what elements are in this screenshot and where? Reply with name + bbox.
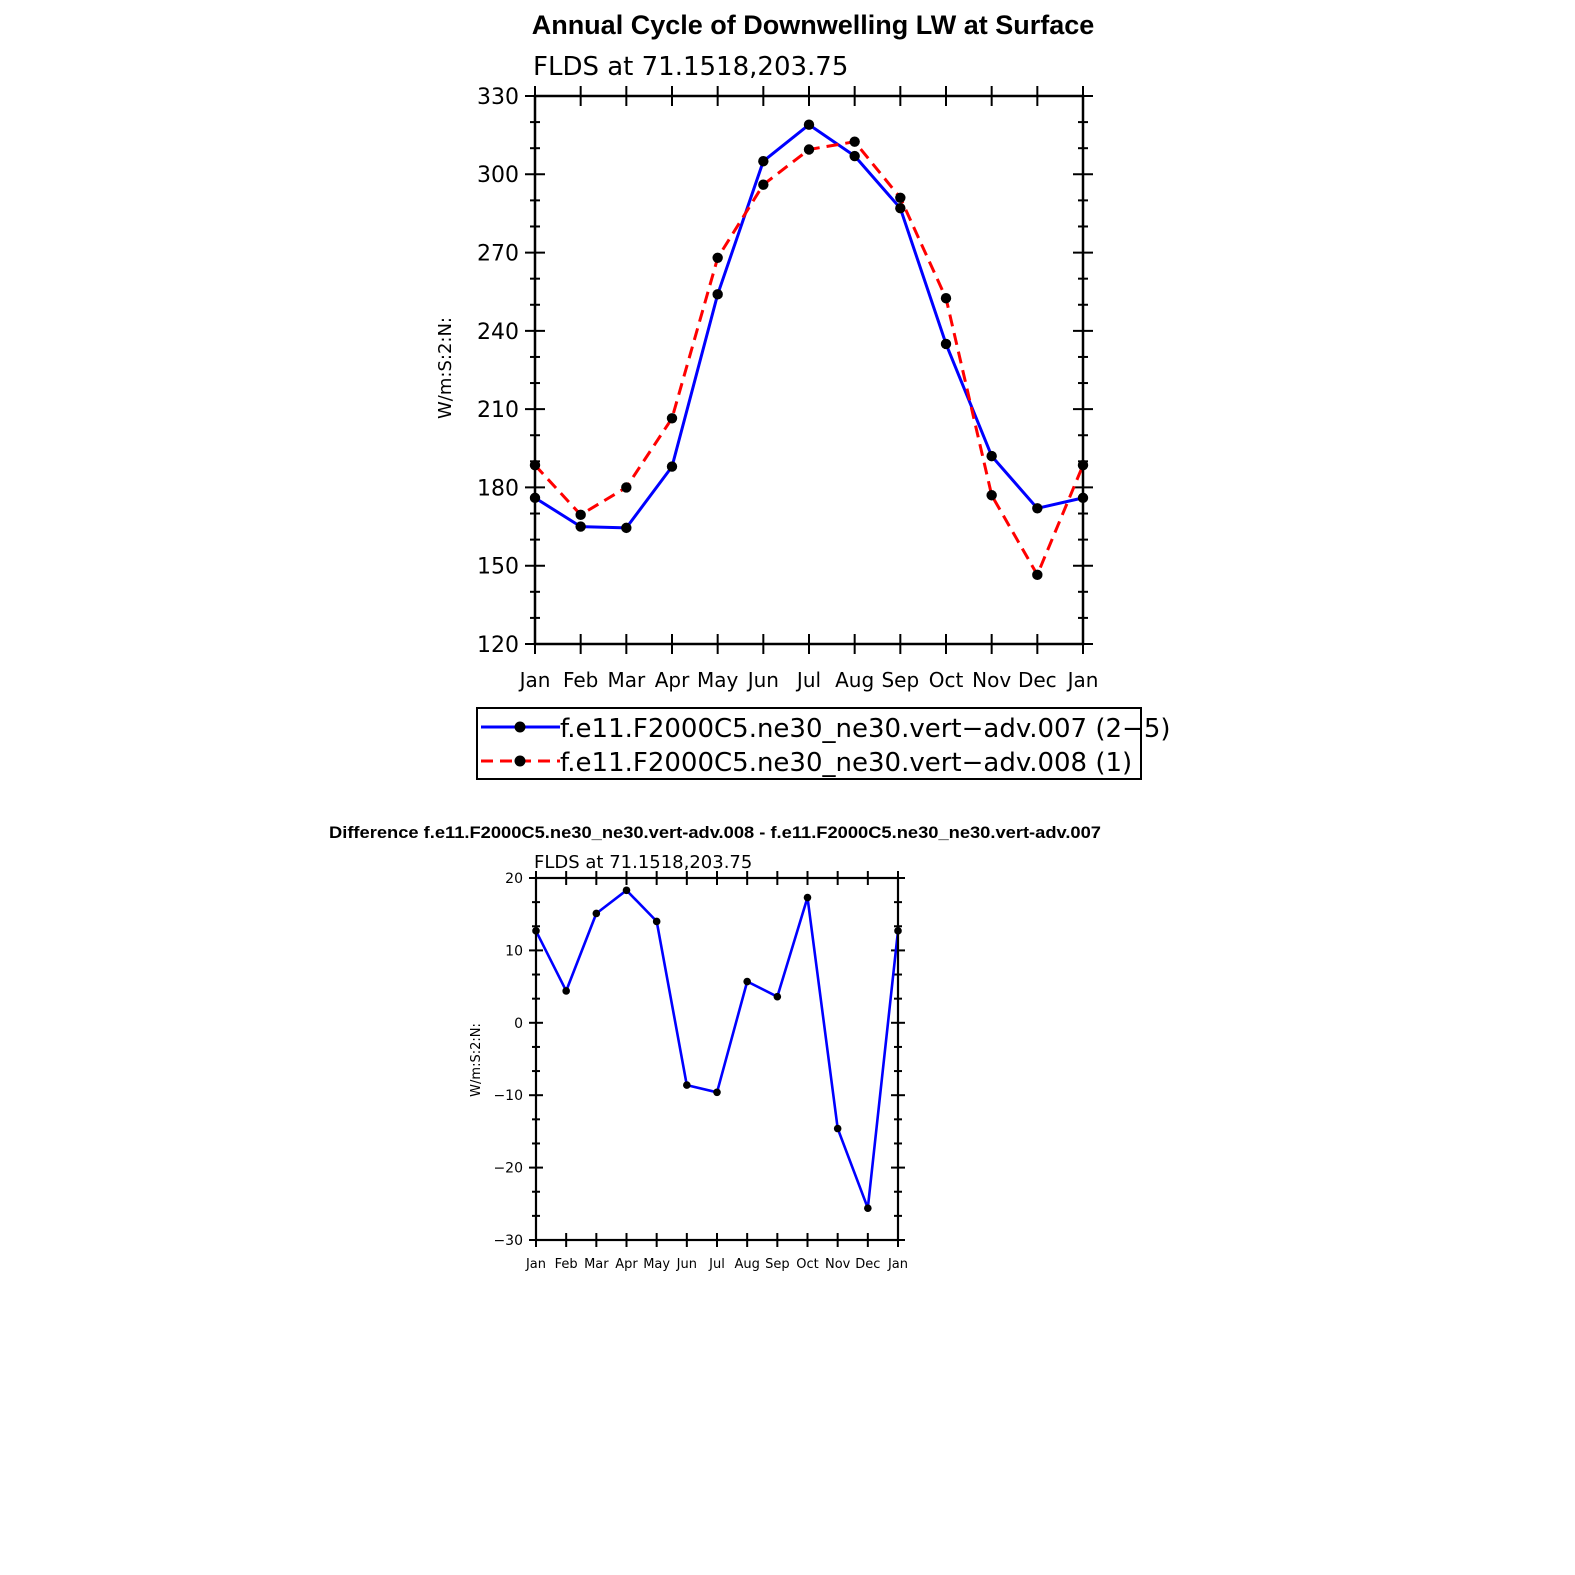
- main-series-point-0: [986, 450, 997, 462]
- diff-series-line-0: [534, 888, 900, 1210]
- main-xtick-label: Jul: [795, 668, 821, 692]
- diff-chart-ylabel: W/m:S:2:N:: [469, 1023, 484, 1097]
- legend-box: [476, 707, 1142, 780]
- main-xtick-label: Feb: [563, 668, 598, 692]
- legend-entry-008: f.e11.F2000C5.ne30_ne30.vert−adv.008 (1): [481, 748, 1132, 778]
- diff-series-layer: [532, 886, 902, 1212]
- diff-series-point-0: [773, 992, 782, 1001]
- main-series-point-0: [1032, 503, 1043, 514]
- main-series-point-1: [666, 413, 678, 424]
- diff-series-point-0: [864, 1204, 872, 1212]
- diff-series-point-0: [833, 1124, 842, 1133]
- legend-label-008: f.e11.F2000C5.ne30_ne30.vert−adv.008 (1): [560, 748, 1132, 778]
- main-xtick-label: Dec: [1018, 668, 1057, 692]
- legend-marker-007: [514, 721, 526, 733]
- diff-xtick-label: Sep: [765, 1257, 790, 1272]
- annual-cycle-chart: Annual Cycle of Downwelling LW at Surfac…: [435, 10, 1171, 780]
- main-series-point-1: [895, 192, 906, 203]
- main-series-point-0: [940, 338, 952, 350]
- main-axis-ticks: 120 150 180 210 240 270 300 330 Jan Feb Mar Apr May J…: [477, 85, 1098, 692]
- main-chart-ylabel: W/m:S:2:N:: [435, 317, 456, 419]
- main-series-point-0: [803, 119, 815, 130]
- main-ytick-label: 180: [477, 476, 519, 501]
- main-ytick-label: 270: [477, 241, 519, 266]
- diff-xtick-label: Aug: [734, 1257, 759, 1272]
- diff-xtick-label: May: [643, 1257, 670, 1272]
- main-chart-title: Annual Cycle of Downwelling LW at Surfac…: [532, 10, 1095, 40]
- main-series-point-1: [621, 482, 632, 493]
- main-series-point-1: [758, 179, 769, 190]
- main-series-point-1: [1032, 569, 1043, 581]
- diff-xtick-label: Jan: [525, 1257, 546, 1272]
- main-ytick-label: 120: [477, 633, 519, 658]
- main-xtick-label: Nov: [972, 668, 1011, 692]
- legend-label-007: f.e11.F2000C5.ne30_ne30.vert−adv.007 (2−…: [560, 714, 1171, 744]
- diff-series-point-0: [743, 977, 751, 986]
- main-series-point-1: [803, 144, 815, 155]
- main-series-point-1: [575, 509, 586, 521]
- main-xtick-label: Jan: [518, 668, 551, 692]
- main-series-point-0: [895, 203, 906, 214]
- main-xtick-label: Apr: [655, 668, 690, 692]
- diff-chart-title: Difference f.e11.F2000C5.ne30_ne30.vert-…: [329, 823, 1101, 842]
- main-series-point-0: [621, 522, 632, 534]
- main-xtick-label: Sep: [881, 668, 919, 692]
- main-xtick-label: Oct: [929, 668, 964, 692]
- main-xtick-label: Mar: [607, 668, 646, 692]
- legend-entry-007: f.e11.F2000C5.ne30_ne30.vert−adv.007 (2−…: [481, 714, 1171, 744]
- diff-xtick-label: Nov: [825, 1257, 851, 1272]
- diff-series-point-0: [622, 886, 631, 895]
- diff-series-point-0: [683, 1081, 691, 1089]
- diff-ytick-label: 20: [505, 871, 523, 887]
- main-ytick-label: 240: [477, 320, 519, 345]
- diff-series-point-0: [652, 917, 661, 926]
- diff-xtick-label: Jun: [676, 1257, 697, 1272]
- main-ytick-label: 300: [477, 163, 519, 188]
- main-series-point-0: [849, 150, 860, 162]
- main-series-point-1: [712, 252, 723, 263]
- main-series-point-1: [849, 136, 860, 147]
- diff-xtick-label: Mar: [584, 1257, 609, 1272]
- legend-marker-008: [514, 755, 526, 767]
- main-legend: f.e11.F2000C5.ne30_ne30.vert−adv.007 (2−…: [476, 707, 1171, 780]
- diff-ytick-label: −20: [493, 1161, 523, 1177]
- diff-plot-frame: [534, 876, 900, 1242]
- diff-xtick-label: Jul: [708, 1257, 725, 1272]
- main-series-point-0: [575, 521, 586, 532]
- main-series-point-0: [666, 461, 678, 472]
- main-ytick-label: 150: [477, 555, 519, 580]
- diff-ytick-label: 0: [514, 1016, 523, 1032]
- main-ytick-label: 330: [477, 85, 519, 110]
- diff-ytick-label: −10: [493, 1088, 523, 1104]
- diff-xtick-label: Oct: [796, 1257, 818, 1272]
- diff-series-point-0: [803, 893, 812, 902]
- main-series-line-0: [534, 123, 1084, 530]
- difference-chart: Difference f.e11.F2000C5.ne30_ne30.vert-…: [329, 823, 1101, 1272]
- main-series-point-1: [986, 490, 997, 501]
- main-series-point-0: [712, 289, 723, 300]
- main-xtick-label: Jan: [1066, 668, 1099, 692]
- diff-series-point-0: [562, 987, 570, 995]
- main-series-point-1: [940, 293, 952, 304]
- main-xtick-label: Aug: [835, 668, 874, 692]
- diff-ytick-label: 10: [505, 943, 523, 959]
- diff-chart-subtitle: FLDS at 71.1518,203.75: [534, 852, 752, 873]
- diff-series-point-0: [592, 909, 601, 918]
- main-xtick-label: Jun: [746, 668, 779, 692]
- main-xtick-label: May: [697, 668, 739, 692]
- diff-axis-ticks: −30 −20 −10 0 10 20 Jan Feb Mar Apr May Jun Jul Aug Se…: [493, 871, 908, 1272]
- main-series-point-0: [758, 156, 769, 167]
- main-plot-frame: [533, 94, 1085, 646]
- main-chart-subtitle: FLDS at 71.1518,203.75: [533, 52, 848, 82]
- diff-xtick-label: Apr: [615, 1257, 638, 1272]
- main-ytick-label: 210: [477, 398, 519, 423]
- diff-xtick-label: Jan: [887, 1257, 908, 1272]
- diff-ytick-label: −30: [493, 1233, 523, 1249]
- diff-xtick-label: Dec: [855, 1257, 880, 1272]
- diff-xtick-label: Feb: [555, 1257, 578, 1272]
- main-series-line-1: [533, 140, 1085, 577]
- main-series-layer: [529, 119, 1089, 581]
- diff-series-point-0: [713, 1088, 721, 1097]
